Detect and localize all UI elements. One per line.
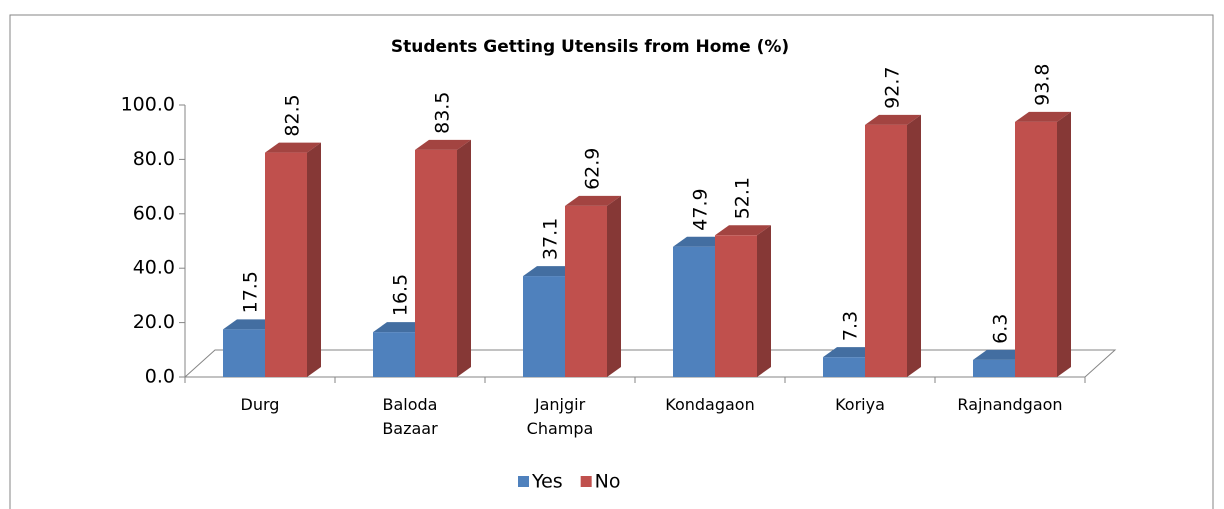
x-tick-label: Rajnandgaon bbox=[957, 395, 1063, 414]
value-label: 47.9 bbox=[690, 188, 712, 230]
bar-top bbox=[865, 114, 921, 125]
value-label: 93.8 bbox=[1032, 64, 1054, 106]
bar bbox=[1015, 121, 1057, 377]
x-tick-label: Janjgir Champa bbox=[526, 395, 594, 438]
bar bbox=[973, 359, 1015, 377]
value-label: 17.5 bbox=[240, 271, 262, 313]
x-tick-label: Baloda Bazaar bbox=[382, 395, 438, 438]
bar-3d bbox=[715, 225, 771, 377]
value-label: 83.5 bbox=[432, 92, 454, 134]
bar-side bbox=[1057, 111, 1071, 377]
legend-label: Yes bbox=[531, 471, 563, 493]
legend-swatch bbox=[518, 476, 529, 487]
y-tick-label: 100.0 bbox=[121, 94, 175, 116]
y-tick-label: 40.0 bbox=[133, 257, 175, 279]
legend-label: No bbox=[595, 471, 621, 493]
bar-3d bbox=[265, 142, 321, 377]
x-tick-label: Durg bbox=[240, 395, 280, 414]
y-tick-label: 0.0 bbox=[145, 366, 175, 388]
bar bbox=[523, 276, 565, 377]
bar-side bbox=[307, 142, 321, 377]
value-label: 52.1 bbox=[732, 177, 754, 219]
x-tick-label: Kondagaon bbox=[665, 395, 755, 414]
bar-top bbox=[565, 195, 621, 206]
chart-title: Students Getting Utensils from Home (%) bbox=[391, 37, 789, 57]
value-label: 92.7 bbox=[882, 67, 904, 109]
bar bbox=[223, 329, 265, 377]
bar bbox=[823, 357, 865, 377]
bar-3d bbox=[1015, 111, 1071, 377]
x-tick-label: Koriya bbox=[835, 395, 885, 414]
bar-top bbox=[715, 225, 771, 236]
bar bbox=[865, 124, 907, 377]
bar bbox=[265, 152, 307, 377]
legend-swatch bbox=[580, 476, 592, 487]
value-label: 16.5 bbox=[390, 274, 412, 316]
bar-3d bbox=[415, 139, 471, 377]
bar-side bbox=[457, 139, 471, 377]
value-label: 6.3 bbox=[990, 314, 1012, 344]
bar-top bbox=[1015, 111, 1071, 122]
bar bbox=[373, 332, 415, 377]
bar bbox=[673, 246, 715, 377]
bar-3d bbox=[565, 195, 621, 377]
y-tick-label: 60.0 bbox=[133, 202, 175, 224]
value-label: 82.5 bbox=[282, 94, 304, 136]
bar bbox=[565, 205, 607, 377]
y-tick-label: 20.0 bbox=[133, 311, 175, 333]
chart-border bbox=[9, 14, 1214, 509]
bar-side bbox=[907, 114, 921, 377]
bar-top bbox=[265, 142, 321, 153]
value-label: 37.1 bbox=[540, 218, 562, 260]
bar-side bbox=[607, 195, 621, 377]
y-tick-label: 80.0 bbox=[133, 148, 175, 170]
bar-side bbox=[757, 225, 771, 377]
bar bbox=[715, 235, 757, 377]
value-label: 7.3 bbox=[840, 311, 862, 341]
bar-top bbox=[415, 139, 471, 150]
value-label: 62.9 bbox=[582, 148, 604, 190]
bar bbox=[415, 149, 457, 377]
bar-3d bbox=[865, 114, 921, 377]
